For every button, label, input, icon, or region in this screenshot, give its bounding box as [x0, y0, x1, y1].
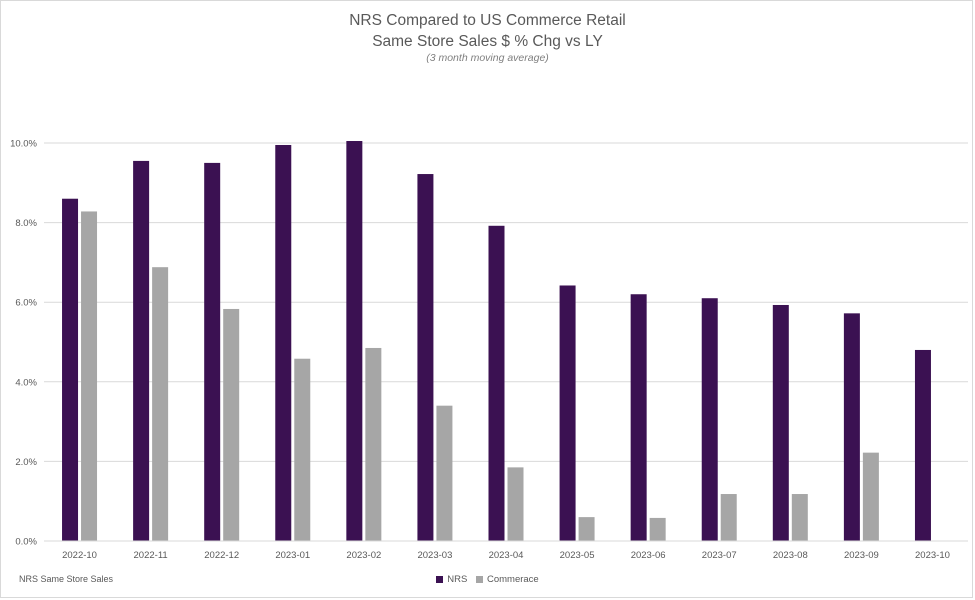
chart-subtitle: (3 month moving average)	[426, 52, 549, 64]
x-tick-label: 2023-10	[915, 550, 950, 561]
bar-commerace-2023-07	[720, 494, 737, 541]
legend-label-nrs: NRS	[447, 574, 468, 585]
x-tick-label: 2023-04	[489, 550, 524, 561]
x-tick-label: 2022-12	[204, 550, 239, 561]
bar-nrs-2023-10	[914, 349, 931, 541]
bar-nrs-2022-12	[204, 162, 221, 541]
x-tick-label: 2022-10	[62, 550, 97, 561]
x-tick-label: 2023-09	[844, 550, 879, 561]
bar-nrs-2023-09	[843, 313, 860, 541]
bar-commerace-2022-12	[223, 308, 240, 541]
bar-commerace-2023-09	[862, 452, 879, 541]
bar-nrs-2023-08	[772, 304, 789, 541]
bar-commerace-2023-03	[436, 405, 453, 541]
legend-item-commerace: Commerace	[475, 574, 539, 585]
chart-title-line-1: NRS Compared to US Commerce Retail	[349, 12, 626, 29]
bar-nrs-2022-11	[133, 160, 150, 541]
x-tick-label: 2023-02	[346, 550, 381, 561]
chart-title-line-2: Same Store Sales $ % Chg vs LY	[372, 33, 603, 50]
y-tick-label: 0.0%	[15, 537, 37, 548]
x-tick-label: 2022-11	[134, 550, 168, 561]
x-tick-label: 2023-01	[275, 550, 310, 561]
bar-nrs-2023-06	[630, 294, 647, 541]
legend-swatch-commerace	[475, 576, 483, 583]
bar-nrs-2023-02	[346, 141, 363, 541]
bar-commerace-2023-01	[294, 358, 311, 541]
y-tick-label: 2.0%	[15, 457, 37, 468]
x-tick-label: 2023-07	[702, 550, 737, 561]
bar-nrs-2023-07	[701, 298, 718, 541]
chart-footnote: NRS Same Store Sales	[19, 574, 114, 584]
legend-label-commerace: Commerace	[486, 574, 539, 585]
y-tick-label: 6.0%	[15, 298, 37, 309]
bar-commerace-2023-05	[578, 517, 595, 541]
bar-nrs-2023-05	[559, 285, 576, 541]
x-tick-label: 2023-03	[417, 550, 452, 561]
bar-commerace-2022-10	[81, 211, 98, 541]
x-tick-label: 2023-05	[560, 550, 595, 561]
bar-commerace-2022-11	[152, 267, 169, 541]
x-tick-label: 2023-06	[631, 550, 666, 561]
bar-commerace-2023-02	[365, 347, 382, 541]
bar-commerace-2023-08	[791, 494, 808, 541]
y-tick-label: 10.0%	[10, 139, 37, 150]
chart-title: NRS Compared to US Commerce Retail Same …	[0, 10, 975, 52]
legend-swatch-nrs	[436, 576, 444, 583]
x-tick-label: 2023-08	[773, 550, 808, 561]
bar-nrs-2023-01	[275, 144, 292, 542]
bar-commerace-2023-04	[507, 467, 524, 541]
bar-commerace-2023-06	[649, 517, 666, 541]
y-tick-label: 8.0%	[15, 218, 37, 229]
bar-nrs-2023-04	[488, 225, 505, 541]
bar-nrs-2023-03	[417, 174, 434, 541]
bar-nrs-2022-10	[62, 198, 79, 541]
legend-item-nrs: NRS	[436, 574, 467, 585]
chart-legend: NRS Commerace	[0, 574, 975, 586]
y-tick-label: 4.0%	[15, 377, 37, 388]
